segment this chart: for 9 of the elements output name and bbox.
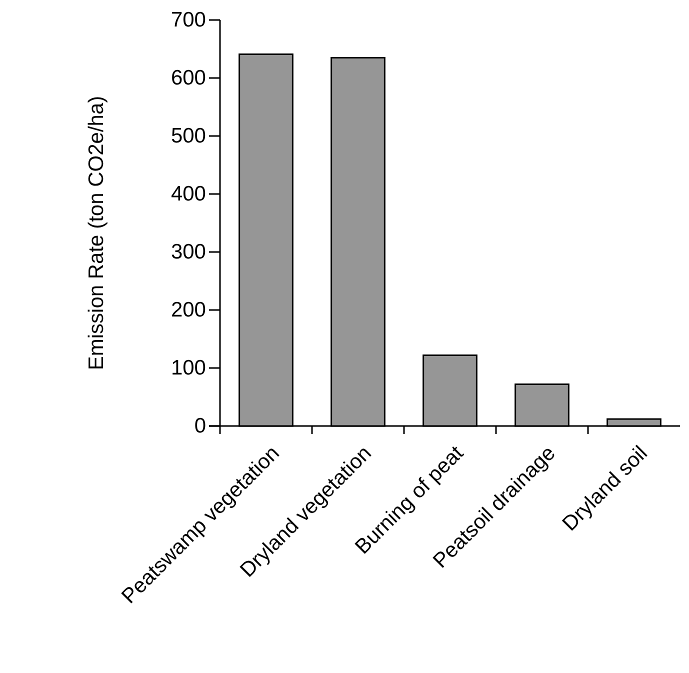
y-tick-label: 100 <box>170 356 206 380</box>
y-tick-label: 0 <box>194 414 206 438</box>
y-tick-label: 300 <box>170 240 206 264</box>
y-tick-label: 500 <box>170 124 206 148</box>
y-tick-label: 200 <box>170 298 206 322</box>
y-tick-label: 600 <box>170 66 206 90</box>
y-tick-label: 400 <box>170 182 206 206</box>
y-tick-label: 700 <box>170 8 206 32</box>
y-axis-title: Emission Rate (ton CO2e/ha) <box>85 96 108 370</box>
